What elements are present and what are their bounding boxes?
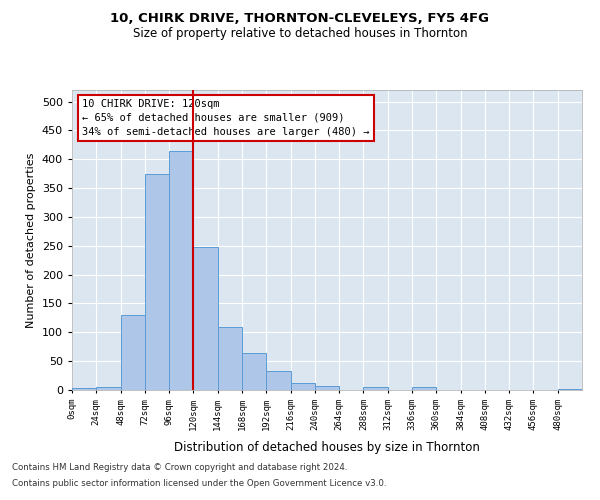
Text: Distribution of detached houses by size in Thornton: Distribution of detached houses by size … <box>174 441 480 454</box>
Bar <box>242 352 266 390</box>
Bar <box>558 389 582 390</box>
Bar <box>412 386 436 390</box>
Bar <box>266 371 290 390</box>
Bar <box>193 248 218 390</box>
Bar <box>315 386 339 390</box>
Text: Contains public sector information licensed under the Open Government Licence v3: Contains public sector information licen… <box>12 478 386 488</box>
Bar <box>121 315 145 390</box>
Y-axis label: Number of detached properties: Number of detached properties <box>26 152 36 328</box>
Bar <box>218 326 242 390</box>
Text: 10, CHIRK DRIVE, THORNTON-CLEVELEYS, FY5 4FG: 10, CHIRK DRIVE, THORNTON-CLEVELEYS, FY5… <box>110 12 490 26</box>
Text: Contains HM Land Registry data © Crown copyright and database right 2024.: Contains HM Land Registry data © Crown c… <box>12 464 347 472</box>
Bar <box>290 382 315 390</box>
Bar <box>169 150 193 390</box>
Text: Size of property relative to detached houses in Thornton: Size of property relative to detached ho… <box>133 28 467 40</box>
Bar <box>145 174 169 390</box>
Bar <box>72 388 96 390</box>
Bar <box>96 386 121 390</box>
Text: 10 CHIRK DRIVE: 120sqm
← 65% of detached houses are smaller (909)
34% of semi-de: 10 CHIRK DRIVE: 120sqm ← 65% of detached… <box>82 99 370 137</box>
Bar <box>364 387 388 390</box>
